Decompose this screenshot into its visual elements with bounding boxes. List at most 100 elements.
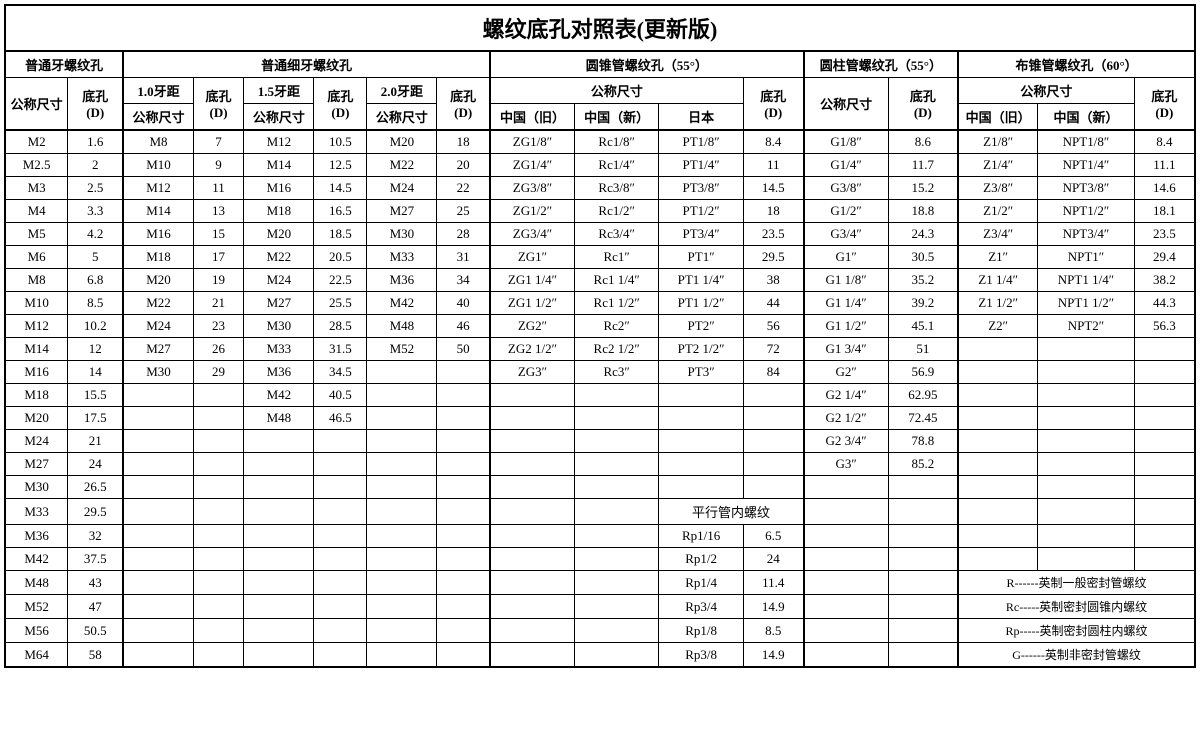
hdr-sub-nom-c: 公称尺寸: [367, 104, 437, 131]
cell: [244, 453, 314, 476]
group-hdr-5: 布锥管螺纹孔（60°）: [958, 51, 1195, 78]
cell: 11: [193, 177, 244, 200]
cell: [367, 643, 437, 668]
cell: [193, 430, 244, 453]
cell: Rc1 1/4″: [574, 269, 658, 292]
cell: [367, 430, 437, 453]
hdr-pitch15: 1.5牙距: [244, 78, 314, 104]
cell: M33: [244, 338, 314, 361]
cell: 46: [437, 315, 490, 338]
cell: 44.3: [1134, 292, 1195, 315]
cell: NPT3/8″: [1038, 177, 1135, 200]
cell: 16.5: [314, 200, 367, 223]
cell: M14: [123, 200, 193, 223]
cell: M22: [244, 246, 314, 269]
cell: [437, 499, 490, 525]
cell: M10: [5, 292, 68, 315]
cell: 24: [743, 548, 803, 571]
cell: [958, 453, 1038, 476]
cell: Rc2 1/2″: [574, 338, 658, 361]
cell: [314, 430, 367, 453]
cell: 8.5: [68, 292, 124, 315]
cell: G2″: [804, 361, 888, 384]
cell: M10: [123, 154, 193, 177]
cell: M18: [5, 384, 68, 407]
cell: [958, 384, 1038, 407]
cell: [958, 338, 1038, 361]
cell: PT3/8″: [659, 177, 743, 200]
cell: [1038, 476, 1135, 499]
cell: [193, 384, 244, 407]
cell: G2 1/4″: [804, 384, 888, 407]
cell: [1134, 476, 1195, 499]
cell: [1134, 361, 1195, 384]
cell: [244, 595, 314, 619]
hdr-hole-7: 底孔(D): [1134, 78, 1195, 131]
hdr-hole-6: 底孔(D): [888, 78, 958, 131]
cell: [244, 548, 314, 571]
cell: [888, 571, 958, 595]
cell: [437, 595, 490, 619]
cell: [193, 643, 244, 668]
table-row: M3026.5: [5, 476, 1195, 499]
cell: PT3/4″: [659, 223, 743, 246]
cell: [367, 548, 437, 571]
cell: 29.4: [1134, 246, 1195, 269]
cell: [123, 430, 193, 453]
cell: [244, 619, 314, 643]
cell: 14.9: [743, 595, 803, 619]
cell: [193, 525, 244, 548]
cell: [574, 619, 658, 643]
cell: G2 3/4″: [804, 430, 888, 453]
cell: 47: [68, 595, 124, 619]
cell: 11.1: [1134, 154, 1195, 177]
cell: [743, 407, 803, 430]
cell: [367, 407, 437, 430]
cell: M48: [244, 407, 314, 430]
table-row: M108.5M2221M2725.5M4240ZG1 1/2″Rc1 1/2″P…: [5, 292, 1195, 315]
cell: 12.5: [314, 154, 367, 177]
cell: [1038, 384, 1135, 407]
hdr-hole-4: 底孔(D): [437, 78, 490, 131]
cell: [574, 548, 658, 571]
cell: Rc1/4″: [574, 154, 658, 177]
cell: 72: [743, 338, 803, 361]
cell: NPT2″: [1038, 315, 1135, 338]
cell: [574, 595, 658, 619]
cell: 2.5: [68, 177, 124, 200]
cell: 24.3: [888, 223, 958, 246]
cell: G1 3/4″: [804, 338, 888, 361]
cell: 14: [68, 361, 124, 384]
hdr-nominal-1: 公称尺寸: [5, 78, 68, 131]
table-row: M1614M3029M3634.5ZG3″Rc3″PT3″84G2″56.9: [5, 361, 1195, 384]
cell: [244, 571, 314, 595]
cell: [1038, 407, 1135, 430]
cell: 17.5: [68, 407, 124, 430]
cell: [193, 499, 244, 525]
cell: [659, 453, 743, 476]
cell: PT1 1/2″: [659, 292, 743, 315]
cell: [804, 643, 888, 668]
cell: [1038, 430, 1135, 453]
cell: Z2″: [958, 315, 1038, 338]
cell: 29.5: [68, 499, 124, 525]
cell: PT1 1/4″: [659, 269, 743, 292]
cell: M27: [244, 292, 314, 315]
cell: [958, 499, 1038, 525]
cell: M20: [123, 269, 193, 292]
cell: M27: [5, 453, 68, 476]
cell: 22: [437, 177, 490, 200]
cell: ZG3/8″: [490, 177, 574, 200]
cell: PT2″: [659, 315, 743, 338]
cell: G2 1/2″: [804, 407, 888, 430]
cell: ZG1 1/2″: [490, 292, 574, 315]
cell: [490, 430, 574, 453]
cell: [314, 595, 367, 619]
cell: NPT1/8″: [1038, 130, 1135, 154]
cell: Z1 1/2″: [958, 292, 1038, 315]
cell: M24: [123, 315, 193, 338]
cell: 10.2: [68, 315, 124, 338]
cell: 12: [68, 338, 124, 361]
cell: [804, 548, 888, 571]
cell: [193, 619, 244, 643]
